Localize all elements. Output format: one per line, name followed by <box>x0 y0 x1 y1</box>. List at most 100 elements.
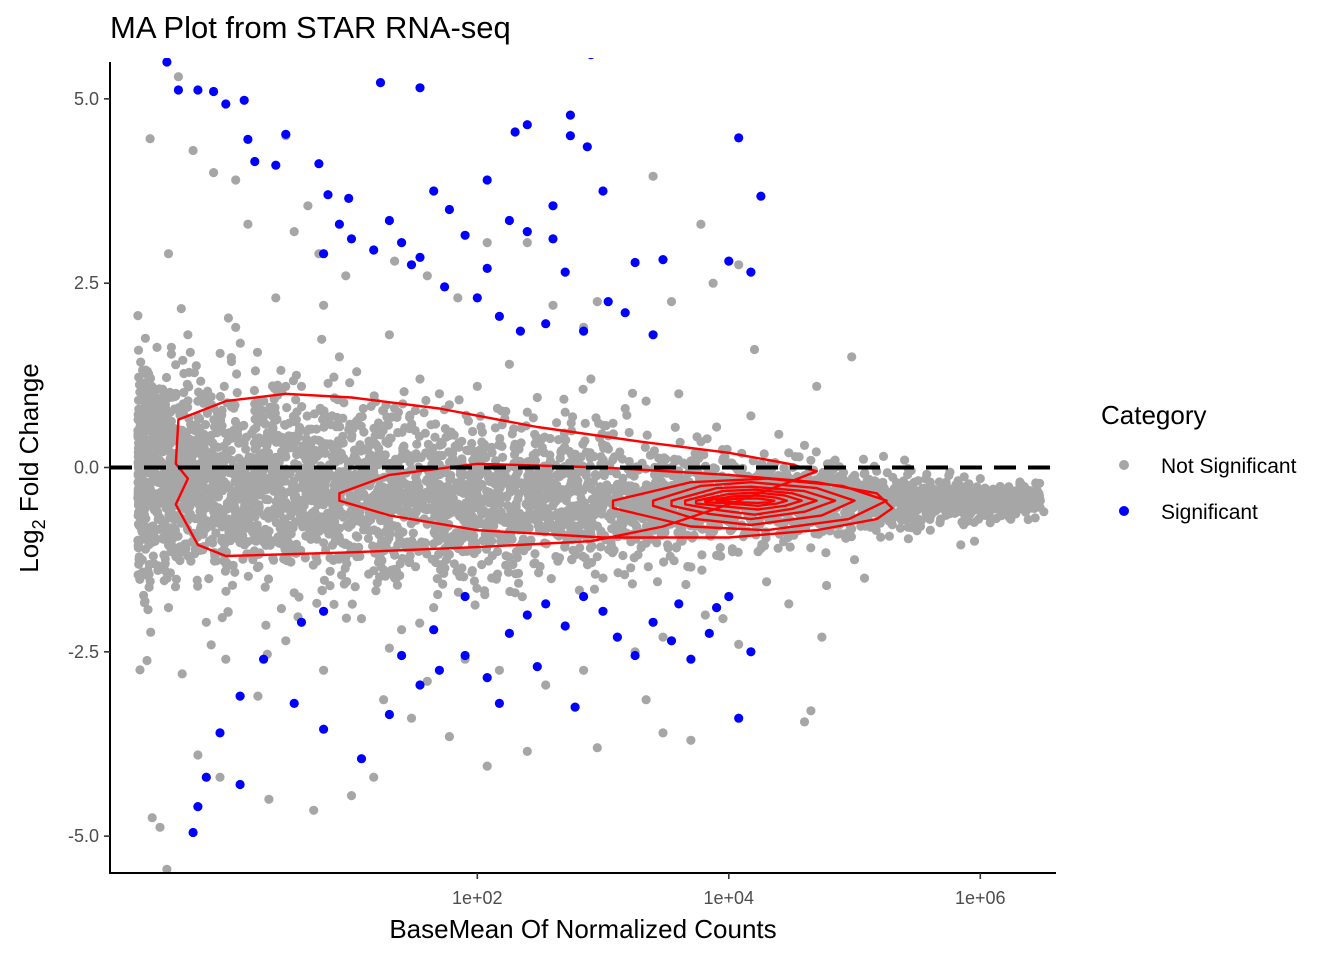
point-not-significant <box>177 426 187 436</box>
point-significant <box>570 702 580 712</box>
point-significant <box>746 647 756 657</box>
point-not-significant <box>1023 492 1033 502</box>
point-not-significant <box>806 706 816 716</box>
density-contour <box>338 462 894 539</box>
point-significant <box>397 238 407 248</box>
point-not-significant <box>415 374 425 384</box>
point-significant <box>734 713 744 723</box>
point-significant <box>434 665 444 675</box>
point-not-significant <box>341 271 351 281</box>
point-significant <box>598 606 608 616</box>
point-significant <box>522 120 532 130</box>
y-tick-label: 5.0 <box>74 89 99 109</box>
point-significant <box>504 628 514 639</box>
point-not-significant <box>522 407 532 417</box>
point-not-significant <box>522 746 532 757</box>
point-significant <box>235 779 245 790</box>
point-significant <box>658 255 668 265</box>
point-significant <box>630 257 640 268</box>
point-significant <box>712 603 722 613</box>
point-significant <box>375 78 386 88</box>
point-not-significant <box>887 514 898 524</box>
density-contour <box>651 481 856 527</box>
point-not-significant <box>969 536 980 546</box>
point-not-significant <box>309 805 319 815</box>
not-significant-points <box>133 72 1049 873</box>
point-not-significant <box>171 485 181 495</box>
point-significant <box>746 267 756 277</box>
point-significant <box>548 234 558 244</box>
point-significant <box>579 591 589 602</box>
density-contour <box>704 494 789 507</box>
point-significant <box>532 662 542 672</box>
density-contours <box>174 392 894 558</box>
point-not-significant <box>579 665 589 675</box>
point-significant <box>603 297 613 307</box>
y-axis-ticks: 5.0 2.5 0.0 -2.5 -5.0 <box>68 89 110 846</box>
point-not-significant <box>319 665 329 675</box>
point-significant <box>319 249 329 259</box>
point-not-significant <box>155 822 165 832</box>
point-not-significant <box>193 396 203 406</box>
point-not-significant <box>369 772 379 782</box>
point-significant <box>235 691 245 701</box>
point-not-significant <box>522 238 532 248</box>
point-significant <box>598 186 608 196</box>
point-significant <box>243 134 253 144</box>
point-not-significant <box>397 625 407 635</box>
point-significant <box>612 632 623 642</box>
point-not-significant <box>209 507 219 517</box>
point-significant <box>579 326 589 336</box>
point-not-significant <box>482 238 492 248</box>
point-not-significant <box>812 381 822 391</box>
point-not-significant <box>188 145 198 156</box>
density-contour <box>611 477 888 532</box>
point-significant <box>560 267 570 277</box>
point-significant <box>666 636 677 646</box>
point-not-significant <box>201 617 211 627</box>
significant-points <box>162 58 766 838</box>
point-significant <box>460 591 470 602</box>
density-contour <box>670 485 837 521</box>
point-not-significant <box>774 429 784 439</box>
point-significant <box>221 99 231 109</box>
point-significant <box>756 191 766 201</box>
point-not-significant <box>319 300 329 310</box>
point-significant <box>188 827 198 838</box>
x-axis-ticks: 1e+02 1e+04 1e+06 <box>452 873 1006 908</box>
point-not-significant <box>541 680 551 690</box>
point-not-significant <box>243 219 253 229</box>
point-not-significant <box>708 278 718 288</box>
point-not-significant <box>598 573 608 583</box>
point-not-significant <box>746 411 756 421</box>
point-not-significant <box>734 639 744 650</box>
plot-panel <box>110 58 1056 873</box>
point-not-significant <box>346 433 357 443</box>
point-significant <box>162 58 172 67</box>
point-not-significant <box>422 676 432 686</box>
point-significant <box>674 599 684 609</box>
point-not-significant <box>296 381 307 391</box>
point-not-significant <box>289 227 299 237</box>
point-not-significant <box>878 451 889 461</box>
point-significant <box>541 599 551 609</box>
legend-item-not-significant: Not Significant <box>1119 455 1297 478</box>
point-not-significant <box>674 389 684 399</box>
point-not-significant <box>686 735 696 745</box>
point-not-significant <box>937 499 948 509</box>
point-not-significant <box>1035 496 1045 506</box>
point-significant <box>173 85 183 95</box>
point-significant <box>522 227 532 237</box>
point-significant <box>494 698 504 709</box>
point-not-significant <box>1007 488 1018 498</box>
point-not-significant <box>734 260 744 270</box>
point-not-significant <box>384 643 394 653</box>
point-not-significant <box>504 359 514 369</box>
point-significant <box>384 215 394 226</box>
point-significant <box>239 95 249 105</box>
point-not-significant <box>700 610 710 620</box>
point-significant <box>259 654 269 664</box>
point-not-significant <box>847 352 857 362</box>
point-not-significant <box>648 171 658 181</box>
